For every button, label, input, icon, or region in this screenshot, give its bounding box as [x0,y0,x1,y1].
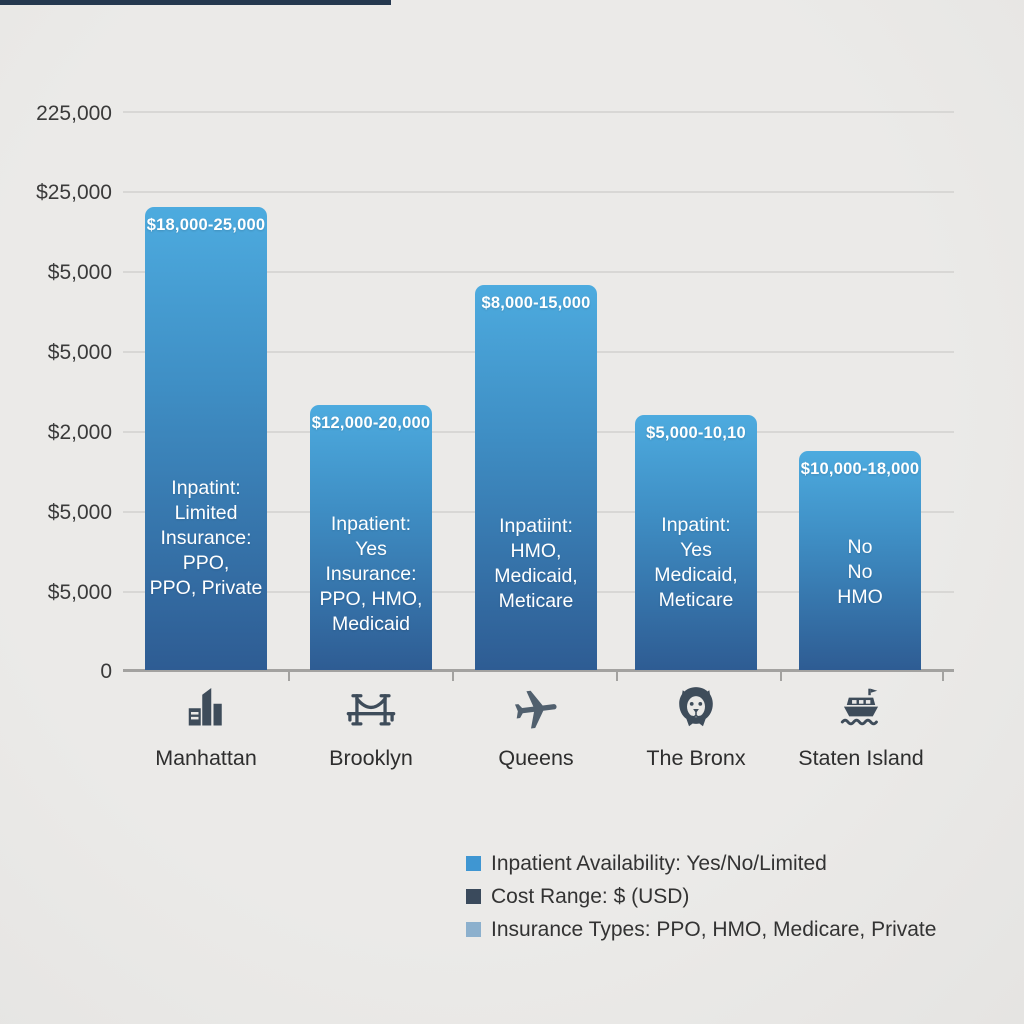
bar-text-line: Limited [174,502,238,524]
x-axis-tick [288,672,290,681]
ferry-icon [827,682,895,736]
x-axis-tick [942,672,944,681]
bar-value-label: $8,000-15,000 [481,294,591,312]
buildings-icon [172,682,240,736]
bar-text-line: Meticare [498,590,574,612]
bar-text-line: Yes [355,538,387,560]
bar-inner-text: Inpatint: Yes Medicaid, Meticare [625,513,767,613]
x-axis-label-queens: Queens [498,746,574,770]
bar-text-line: Insurance: [325,563,417,585]
bar-text-line: Insurance: PPO, [160,527,252,574]
bar-inner-text: Inpatint: Limited Insurance: PPO, PPO, P… [135,476,277,601]
y-axis-tick-label: $5,000 [47,501,112,524]
bar-staten-island: $10,000-18,000 No No HMO [799,451,921,670]
legend-item-inpatient: Inpatient Availability: Yes/No/Limited [466,847,936,880]
airplane-icon [502,682,570,736]
bar-text-line: Medicaid [331,613,411,635]
bar-value-label: $10,000-18,000 [800,460,920,478]
y-axis-tick-label: $5,000 [47,261,112,284]
x-axis-label-manhattan: Manhattan [155,746,257,770]
bar-text-line: No [847,536,873,558]
legend-swatch-dark [466,889,481,904]
y-axis-tick-label: 0 [100,660,112,683]
bar-text-line: Inpatint: [171,477,241,499]
x-axis-tick [780,672,782,681]
gridline [123,191,954,193]
legend-item-cost-range: Cost Range: $ (USD) [466,880,936,913]
x-axis-label-the-bronx: The Bronx [646,746,746,770]
legend-swatch-light [466,922,481,937]
gridline [123,271,954,273]
legend-label: Insurance Types: PPO, HMO, Medicare, Pri… [491,917,937,941]
x-axis-tick [452,672,454,681]
bar-text-line: Yes [680,539,712,561]
y-axis-tick-label: 225,000 [36,102,112,125]
x-axis-line [123,669,954,672]
bar-text-line: Inpatiint: [499,515,573,537]
top-edge-strip [0,0,391,5]
bar-text-line: HMO [837,586,883,608]
bar-brooklyn: $12,000-20,000 Inpatient: Yes Insurance:… [310,405,432,670]
x-axis-tick [616,672,618,681]
bar-text-line: PPO, Private [149,577,263,599]
bar-inner-text: No No HMO [789,535,931,610]
bar-inner-text: Inpatiint: HMO, Medicaid, Meticare [465,514,607,614]
bridge-icon [337,682,405,736]
bar-text-line: PPO, HMO, [319,588,423,610]
legend-label: Inpatient Availability: Yes/No/Limited [491,851,827,875]
bar-value-label: $5,000-10,10 [646,424,746,442]
bar-text-line: No [847,561,873,583]
bar-text-line: Medicaid, [494,565,578,587]
legend-swatch-blue [466,856,481,871]
gridline [123,111,954,113]
x-axis-label-staten-island: Staten Island [798,746,924,770]
bar-value-label: $12,000-20,000 [311,414,431,432]
legend-label: Cost Range: $ (USD) [491,884,690,908]
bar-text-line: Medicaid, [654,564,738,586]
y-axis-tick-label: $5,000 [47,341,112,364]
y-axis-tick-label: $25,000 [36,181,112,204]
bar-text-line: HMO, [510,540,562,562]
legend-item-insurance-types: Insurance Types: PPO, HMO, Medicare, Pri… [466,913,936,946]
x-axis-label-brooklyn: Brooklyn [329,746,413,770]
bar-manhattan: $18,000-25,000 Inpatint: Limited Insuran… [145,207,267,670]
y-axis-tick-label: $5,000 [47,581,112,604]
bar-the-bronx: $5,000-10,10 Inpatint: Yes Medicaid, Met… [635,415,757,670]
bar-text-line: Meticare [658,589,734,611]
bar-queens: $8,000-15,000 Inpatiint: HMO, Medicaid, … [475,285,597,670]
legend: Inpatient Availability: Yes/No/Limited C… [466,847,936,946]
bar-text-line: Inpatint: [661,514,731,536]
bar-value-label: $18,000-25,000 [146,216,266,234]
lion-icon [662,682,730,736]
y-axis-tick-label: $2,000 [47,421,112,444]
bar-text-line: Inpatient: [330,513,412,535]
bar-inner-text: Inpatient: Yes Insurance: PPO, HMO, Medi… [300,512,442,637]
